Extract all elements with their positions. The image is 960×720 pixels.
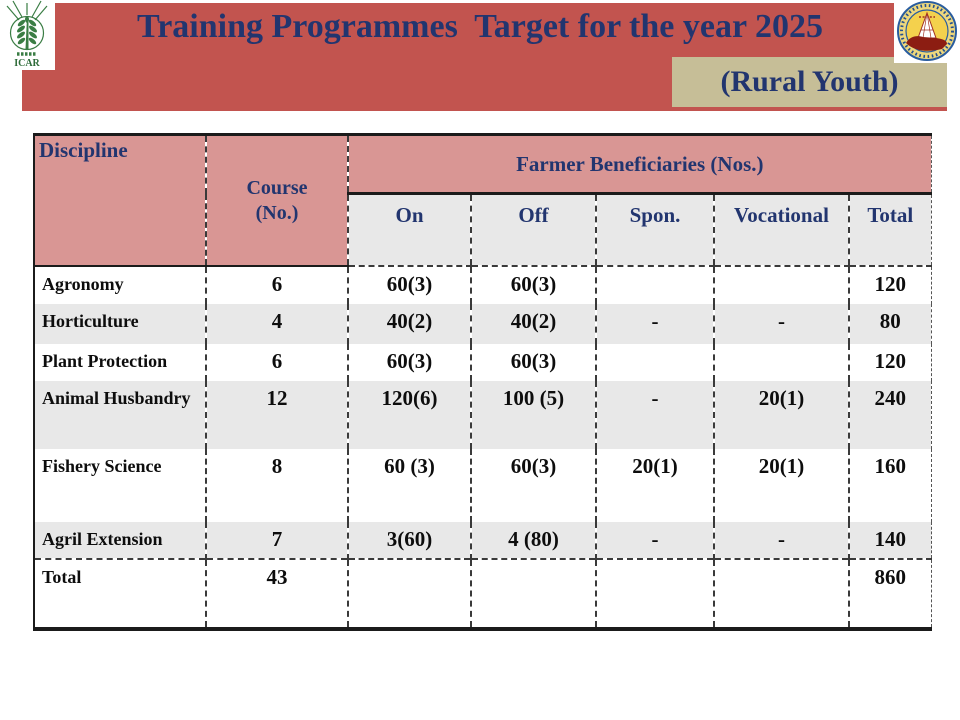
cell-total: 240 [847, 381, 932, 449]
cell-vocational: - [713, 304, 849, 344]
col-header-off: Off [470, 193, 596, 267]
cell-spon [595, 558, 714, 629]
cell-off: 60(3) [470, 449, 596, 522]
cell-spon [595, 266, 714, 304]
cell-total-label: Total [34, 558, 206, 629]
cell-vocational: 20(1) [713, 381, 849, 449]
cell-off: 40(2) [470, 304, 596, 344]
table-row-fishery-science: Fishery Science 8 60 (3) 60(3) 20(1) 20(… [34, 449, 932, 522]
cell-spon: 20(1) [595, 449, 714, 522]
kvk-logo [894, 0, 960, 63]
cell-course: 4 [205, 304, 348, 344]
header-row-1: Discipline Course (No.) Farmer Beneficia… [34, 134, 932, 267]
cell-on: 40(2) [347, 304, 471, 344]
cell-discipline: Agronomy [42, 274, 124, 294]
icar-text: ICAR [14, 58, 40, 69]
table-row-total: Total 43 860 [34, 558, 932, 629]
cell-total: 160 [847, 449, 932, 522]
cell-discipline: Fishery Science [42, 456, 162, 476]
cell-course: 6 [205, 344, 348, 381]
cell-vocational: 20(1) [713, 449, 849, 522]
cell-off: 60(3) [470, 266, 596, 304]
group-header-farmer-beneficiaries: Farmer Beneficiaries (Nos.) [346, 134, 932, 195]
cell-vocational [713, 344, 849, 381]
col-header-discipline: Discipline [34, 134, 206, 267]
cell-discipline: Agril Extension [34, 522, 206, 559]
col-header-course-line1: Course [246, 176, 308, 199]
cell-total: 120 [847, 344, 932, 381]
cell-vocational: - [713, 522, 849, 559]
cell-discipline: Plant Protection [42, 351, 168, 371]
table-row-agril-extension: Agril Extension 7 3(60) 4 (80) - - 140 [34, 522, 932, 559]
cell-off: 100 (5) [470, 381, 596, 449]
cell-off [470, 558, 596, 629]
slide-title: Training Programmes Target for the year … [137, 8, 823, 45]
cell-course: 7 [205, 522, 348, 559]
cell-total: 120 [847, 266, 932, 304]
cell-course-total: 43 [205, 558, 348, 629]
cell-on: 3(60) [347, 522, 471, 559]
cell-discipline: Animal Husbandry [34, 381, 206, 449]
cell-total: 80 [847, 304, 932, 344]
cell-on: 60 (3) [347, 449, 471, 522]
cell-spon: - [595, 522, 714, 559]
slide-subtitle: (Rural Youth) [720, 65, 899, 98]
training-target-table: Discipline Course (No.) Farmer Beneficia… [33, 133, 932, 631]
col-header-spon: Spon. [595, 193, 714, 267]
cell-grand-total: 860 [847, 558, 932, 629]
col-header-on: On [347, 193, 471, 267]
cell-spon: - [595, 381, 714, 449]
cell-spon: - [595, 304, 714, 344]
cell-on: 60(3) [347, 344, 471, 381]
col-header-vocational: Vocational [713, 193, 849, 267]
col-header-course-line2: (No.) [255, 201, 299, 224]
table-row-horticulture: Horticulture 4 40(2) 40(2) - - 80 [34, 304, 932, 344]
table-row-animal-husbandry: Animal Husbandry 12 120(6) 100 (5) - 20(… [34, 381, 932, 449]
header-row-2: On Off Spon. Vocational Total [34, 193, 932, 267]
cell-discipline: Horticulture [34, 304, 206, 344]
icar-logo: ICAR [0, 0, 55, 70]
cell-course: 8 [205, 449, 348, 522]
cell-on [347, 558, 471, 629]
icar-wheat-icon: ICAR [6, 0, 48, 69]
table-row-agronomy: Agronomy 6 60(3) 60(3) 120 [34, 266, 932, 304]
cell-vocational [713, 558, 849, 629]
kvk-emblem-icon [897, 1, 957, 61]
cell-course: 6 [205, 266, 348, 304]
col-header-total: Total [847, 193, 932, 267]
cell-on: 120(6) [347, 381, 471, 449]
cell-off: 4 (80) [470, 522, 596, 559]
table-row-plant-protection: Plant Protection 6 60(3) 60(3) 120 [34, 344, 932, 381]
subtitle-box: (Rural Youth) [672, 57, 947, 107]
cell-total: 140 [847, 522, 932, 559]
cell-off: 60(3) [470, 344, 596, 381]
cell-on: 60(3) [347, 266, 471, 304]
cell-vocational [713, 266, 849, 304]
cell-spon [595, 344, 714, 381]
cell-course: 12 [205, 381, 348, 449]
col-header-course: Course (No.) [205, 134, 348, 267]
